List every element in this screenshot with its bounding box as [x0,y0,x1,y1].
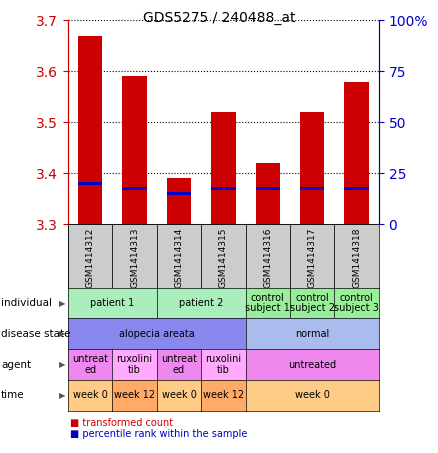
Text: week 0: week 0 [73,390,108,400]
Bar [290,224,335,288]
Text: GSM1414317: GSM1414317 [308,227,317,288]
Bar [78,36,102,224]
Bar [300,187,325,190]
Text: week 0: week 0 [295,390,330,400]
Bar [112,224,157,288]
Text: GSM1414316: GSM1414316 [263,227,272,288]
Text: GSM1414312: GSM1414312 [85,227,95,288]
Text: week 0: week 0 [162,390,196,400]
Bar [167,193,191,195]
Text: ■ percentile rank within the sample: ■ percentile rank within the sample [70,429,247,439]
Bar [78,182,102,185]
Text: disease state: disease state [1,329,71,339]
Text: ■ transformed count: ■ transformed count [70,418,173,428]
Bar [300,112,325,224]
Text: untreated: untreated [288,360,336,370]
Bar [122,77,147,224]
Text: GSM1414318: GSM1414318 [352,227,361,288]
Text: GSM1414315: GSM1414315 [219,227,228,288]
Text: individual: individual [1,298,52,308]
Bar [122,187,147,190]
Text: ▶: ▶ [60,299,66,308]
Text: untreat
ed: untreat ed [72,354,108,375]
Bar [344,82,369,224]
Bar [335,224,379,288]
Bar [211,112,236,224]
Text: control
subject 1: control subject 1 [245,293,290,313]
Text: control
subject 3: control subject 3 [334,293,379,313]
Text: ruxolini
tib: ruxolini tib [205,354,241,375]
Bar [256,187,280,190]
Text: control
subject 2: control subject 2 [290,293,335,313]
Bar [344,187,369,190]
Text: GSM1414314: GSM1414314 [174,227,184,288]
Text: agent: agent [1,360,31,370]
Bar [167,178,191,224]
Bar [68,224,112,288]
Text: patient 2: patient 2 [179,298,223,308]
Text: week 12: week 12 [203,390,244,400]
Text: time: time [1,390,25,400]
Text: GSM1414313: GSM1414313 [130,227,139,288]
Bar [157,224,201,288]
Bar [201,224,246,288]
Text: normal: normal [295,329,329,339]
Text: untreat
ed: untreat ed [161,354,197,375]
Text: ▶: ▶ [60,360,66,369]
Text: ruxolini
tib: ruxolini tib [117,354,152,375]
Text: ▶: ▶ [60,329,66,338]
Bar [256,163,280,224]
Text: GDS5275 / 240488_at: GDS5275 / 240488_at [143,11,295,25]
Bar [211,187,236,190]
Text: patient 1: patient 1 [90,298,134,308]
Text: alopecia areata: alopecia areata [119,329,194,339]
Text: ▶: ▶ [60,391,66,400]
Bar [246,224,290,288]
Text: week 12: week 12 [114,390,155,400]
